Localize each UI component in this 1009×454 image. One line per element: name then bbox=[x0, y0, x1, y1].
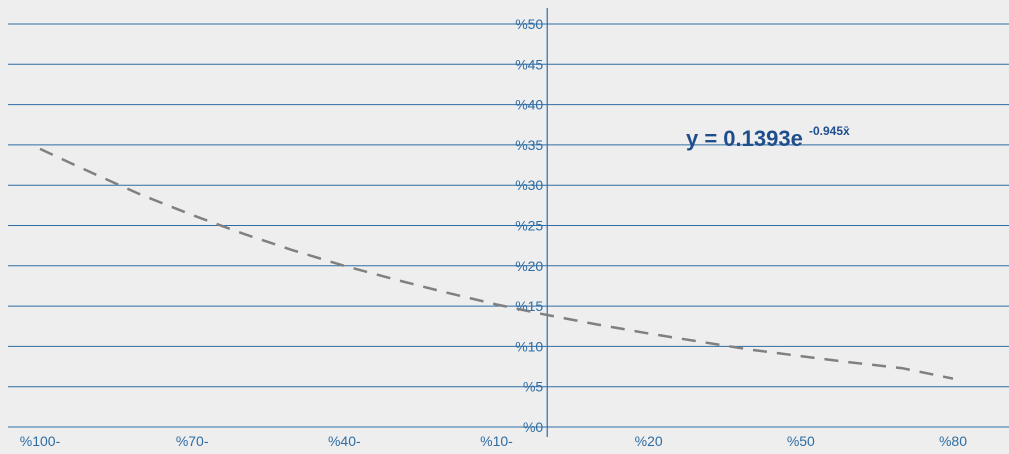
y-tick-label: %25 bbox=[515, 218, 543, 234]
x-tick-label: %70- bbox=[176, 433, 209, 449]
y-tick-label: %35 bbox=[515, 137, 543, 153]
equation-annotation: y = 0.1393e -0.945x̄ bbox=[686, 124, 850, 151]
y-tick-label: %45 bbox=[515, 56, 543, 72]
y-tick-label: %40 bbox=[515, 97, 543, 113]
x-tick-label: %80 bbox=[939, 433, 967, 449]
x-tick-label: %20 bbox=[635, 433, 663, 449]
x-tick-label: %100- bbox=[20, 433, 61, 449]
series-line-0 bbox=[39, 147, 954, 380]
y-tick-label: %10 bbox=[515, 338, 543, 354]
equation-exponent: -0.945x̄ bbox=[809, 124, 850, 138]
equation-prefix: y = 0.1393e bbox=[686, 126, 803, 151]
y-tick-label: %30 bbox=[515, 177, 543, 193]
gridlines bbox=[8, 23, 1009, 428]
y-tick-label: %5 bbox=[523, 379, 543, 395]
tick-labels: %0%5%10%15%20%25%30%35%40%45%50%100- %70-… bbox=[20, 16, 967, 449]
series bbox=[39, 147, 954, 380]
y-tick-label: %0 bbox=[523, 419, 543, 435]
y-tick-label: %20 bbox=[515, 258, 543, 274]
x-tick-label: %40- bbox=[328, 433, 361, 449]
y-tick-label: %50 bbox=[515, 16, 543, 32]
x-tick-label: %50 bbox=[787, 433, 815, 449]
x-tick-label: %10- bbox=[480, 433, 513, 449]
